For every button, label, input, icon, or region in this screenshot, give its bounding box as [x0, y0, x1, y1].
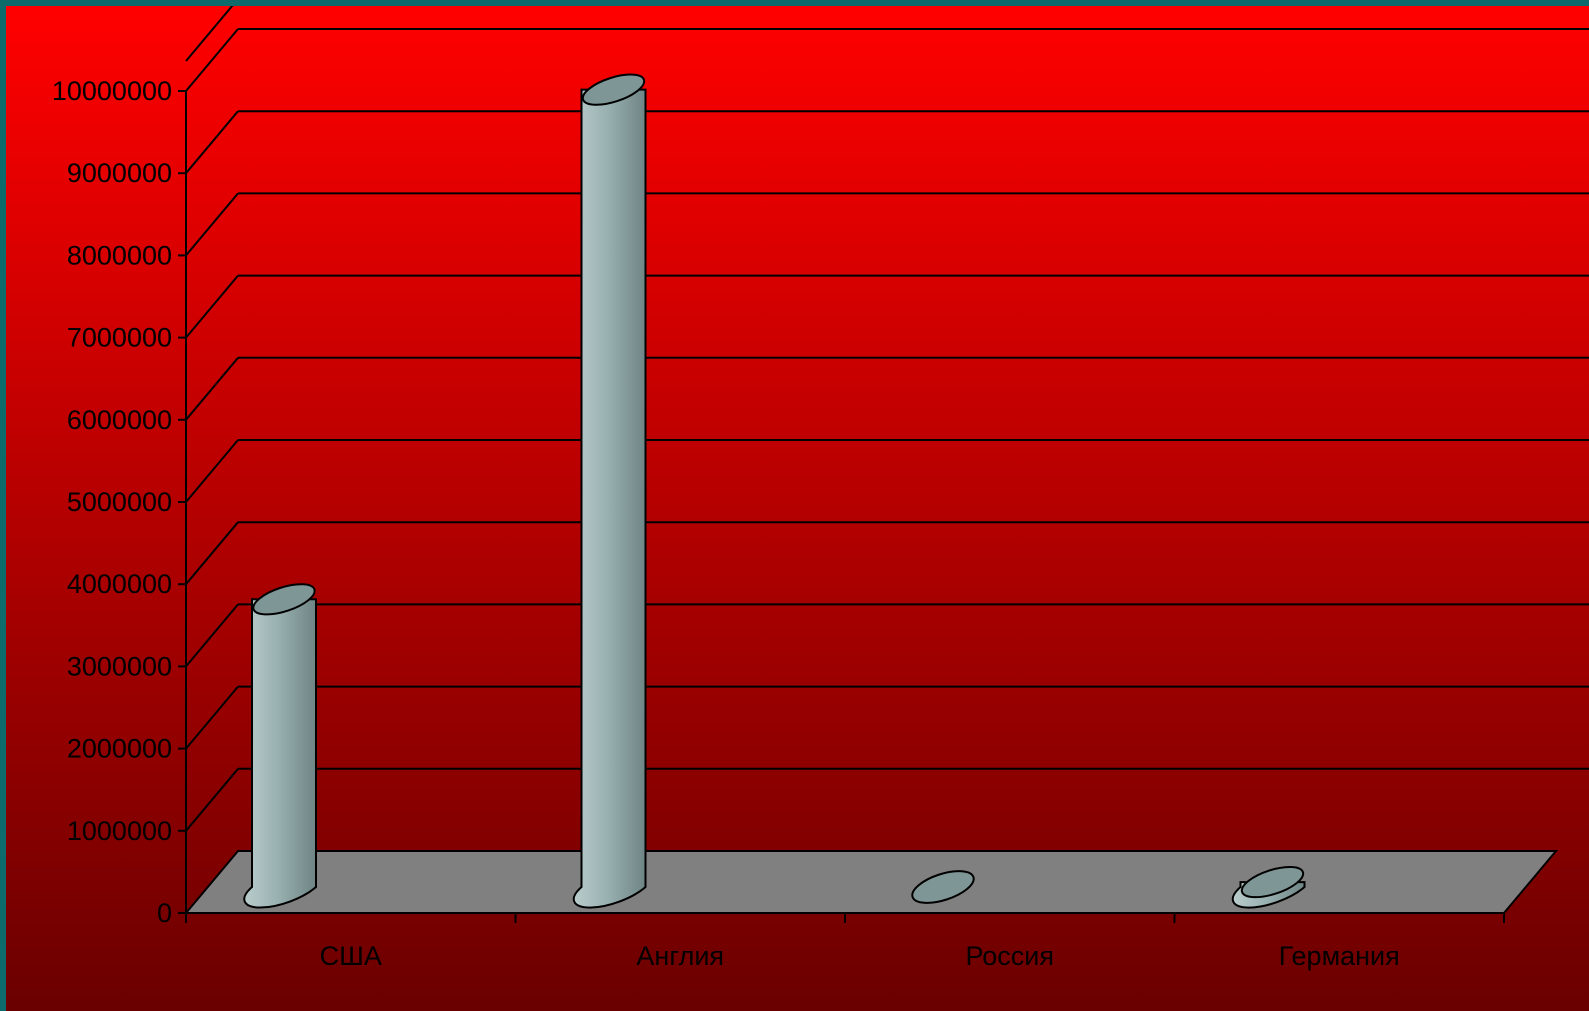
bar-top — [581, 73, 646, 106]
y-tick-label: 0 — [157, 898, 172, 928]
bar — [911, 870, 975, 904]
y-tick-label: 6000000 — [67, 405, 172, 435]
x-tick-label: Германия — [1279, 941, 1400, 971]
bar-top — [911, 870, 975, 904]
bar-top — [1240, 865, 1305, 899]
y-tick-label: 3000000 — [67, 651, 172, 681]
chart-floor — [183, 850, 1559, 914]
gridline-side — [185, 521, 239, 585]
bar-top — [252, 583, 316, 616]
x-tick-label: США — [320, 941, 382, 971]
gridline-side — [185, 6, 234, 62]
gridline-side — [185, 192, 239, 257]
y-tick-label: 9000000 — [67, 158, 172, 188]
chart-floor-plane — [183, 850, 1559, 914]
chart-walls — [185, 6, 1589, 832]
y-tick-label: 1000000 — [67, 816, 172, 846]
y-tick-label: 5000000 — [67, 487, 172, 517]
bar-body — [572, 88, 647, 909]
gridline-side — [185, 110, 239, 174]
x-tick-label: Англия — [636, 941, 724, 971]
chart-axes: 0 1000000 2000000 3000000 4000000 5000000 6000… — [52, 76, 1505, 971]
gridline-side — [185, 357, 239, 421]
x-tick-label: Россия — [965, 941, 1054, 971]
y-tick-label: 7000000 — [67, 323, 172, 353]
y-tick-label: 4000000 — [67, 569, 172, 599]
bar — [1231, 865, 1306, 909]
gridline-side — [185, 439, 239, 503]
gridline-side — [185, 685, 239, 750]
y-tick-label: 10000000 — [52, 76, 172, 106]
y-tick-label: 8000000 — [67, 240, 172, 270]
bar — [243, 583, 317, 909]
gridline-side — [185, 768, 239, 832]
gridline-side — [185, 28, 239, 92]
bar — [572, 73, 647, 909]
gridline-side — [185, 274, 239, 339]
y-tick-label: 2000000 — [67, 734, 172, 764]
gridline-side — [185, 603, 239, 668]
bar-chart: 0 1000000 2000000 3000000 4000000 5000000 6000… — [6, 6, 1589, 1011]
chart-bars — [243, 73, 1306, 909]
bar-body — [243, 598, 317, 909]
chart-area: 0 1000000 2000000 3000000 4000000 5000000 6000… — [6, 6, 1589, 1011]
